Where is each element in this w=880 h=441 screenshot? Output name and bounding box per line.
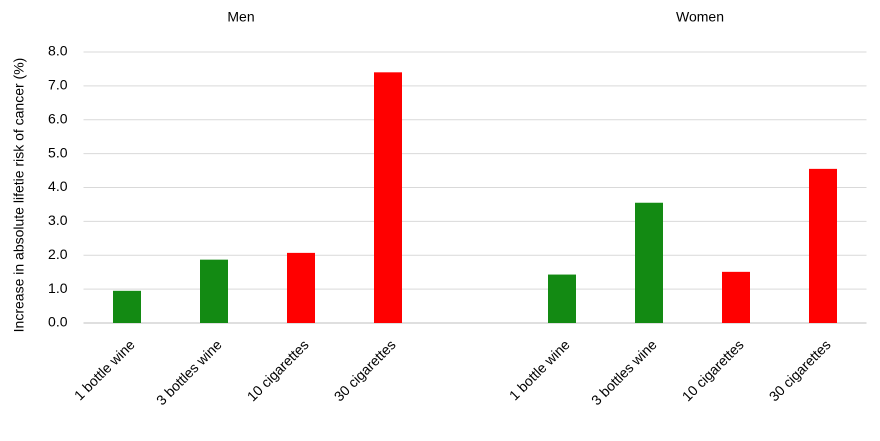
- x-tick-label: 3 bottles wine: [153, 336, 225, 408]
- bar: [200, 259, 228, 323]
- y-tick-label: 8.0: [48, 43, 68, 59]
- group-label: Women: [676, 9, 724, 25]
- y-tick-label: 6.0: [48, 110, 68, 126]
- y-tick-label: 4.0: [48, 178, 68, 194]
- x-tick-label: 30 cigarettes: [766, 336, 834, 404]
- x-tick-label: 1 bottle wine: [71, 336, 138, 403]
- y-axis-title: Increase in absolute lifetie risk of can…: [11, 58, 27, 333]
- y-tick-label: 0.0: [48, 314, 68, 330]
- x-tick-label: 3 bottles wine: [588, 336, 660, 408]
- y-tick-label: 2.0: [48, 246, 68, 262]
- x-tick-label: 10 cigarettes: [244, 336, 312, 404]
- bar: [113, 290, 141, 323]
- bar: [635, 202, 663, 323]
- y-tick-label: 1.0: [48, 280, 68, 296]
- group-label: Men: [227, 9, 254, 25]
- bar: [287, 252, 315, 323]
- bar: [722, 271, 750, 323]
- bar: [548, 274, 576, 323]
- x-tick-label: 30 cigarettes: [331, 336, 399, 404]
- x-tick-label: 1 bottle wine: [506, 336, 573, 403]
- x-tick-label: 10 cigarettes: [679, 336, 747, 404]
- bar: [374, 72, 402, 323]
- y-tick-label: 5.0: [48, 144, 68, 160]
- bar: [809, 168, 837, 323]
- y-tick-label: 7.0: [48, 77, 68, 93]
- y-tick-label: 3.0: [48, 212, 68, 228]
